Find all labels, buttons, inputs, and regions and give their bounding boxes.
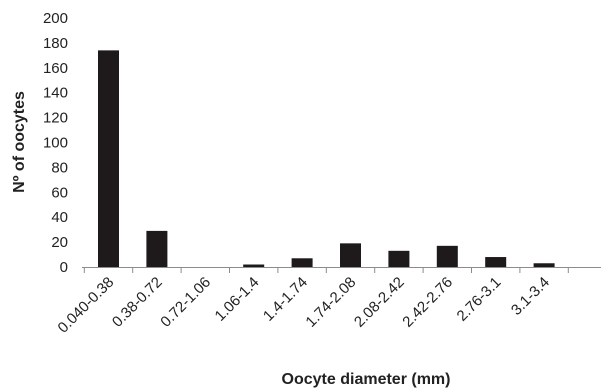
y-tick-label: 200: [43, 10, 68, 27]
bars: [98, 50, 555, 268]
x-tick-label: 1.74-2.08: [302, 274, 359, 331]
y-tick-label: 20: [51, 234, 68, 251]
y-tick-label: 140: [43, 85, 68, 102]
x-tick-label: 1.06-1.4: [212, 274, 263, 325]
x-tick-label: 2.42-2.76: [399, 274, 456, 331]
bar: [98, 50, 119, 268]
x-tick-label: 0.38-0.72: [109, 274, 166, 331]
x-tick-label: 2.76-3.1: [454, 274, 505, 325]
y-tick-label: 40: [51, 209, 68, 226]
y-tick-label: 120: [43, 110, 68, 127]
bar: [291, 258, 313, 267]
x-tick-label: 2.08-2.42: [351, 274, 408, 331]
x-tick-label: 0.040-0.38: [55, 274, 118, 337]
bar: [146, 230, 168, 267]
bar: [340, 243, 361, 267]
bar: [485, 257, 507, 267]
y-tick-label: 100: [43, 135, 68, 152]
bar: [388, 250, 410, 267]
y-tick-label: 180: [43, 35, 68, 52]
y-tick-label: 80: [51, 159, 68, 176]
y-axis-ticks: 0 20 40 60 80 100 120 140 160 180 200: [43, 10, 68, 276]
bar: [243, 264, 265, 267]
y-tick-label: 160: [43, 60, 68, 77]
x-axis-ticks: 0.040-0.380.38-0.720.72-1.061.06-1.41.4-…: [55, 267, 569, 337]
x-axis-title: Oocyte diameter (mm): [282, 371, 451, 388]
x-tick-label: 3.1-3.4: [508, 274, 553, 319]
bar: [533, 263, 555, 267]
y-tick-label: 60: [51, 184, 68, 201]
y-axis-title: Nº of oocytes: [11, 91, 28, 193]
x-tick-label: 0.72-1.06: [157, 274, 214, 331]
y-tick-label: 0: [60, 259, 68, 276]
bar: [436, 245, 458, 267]
